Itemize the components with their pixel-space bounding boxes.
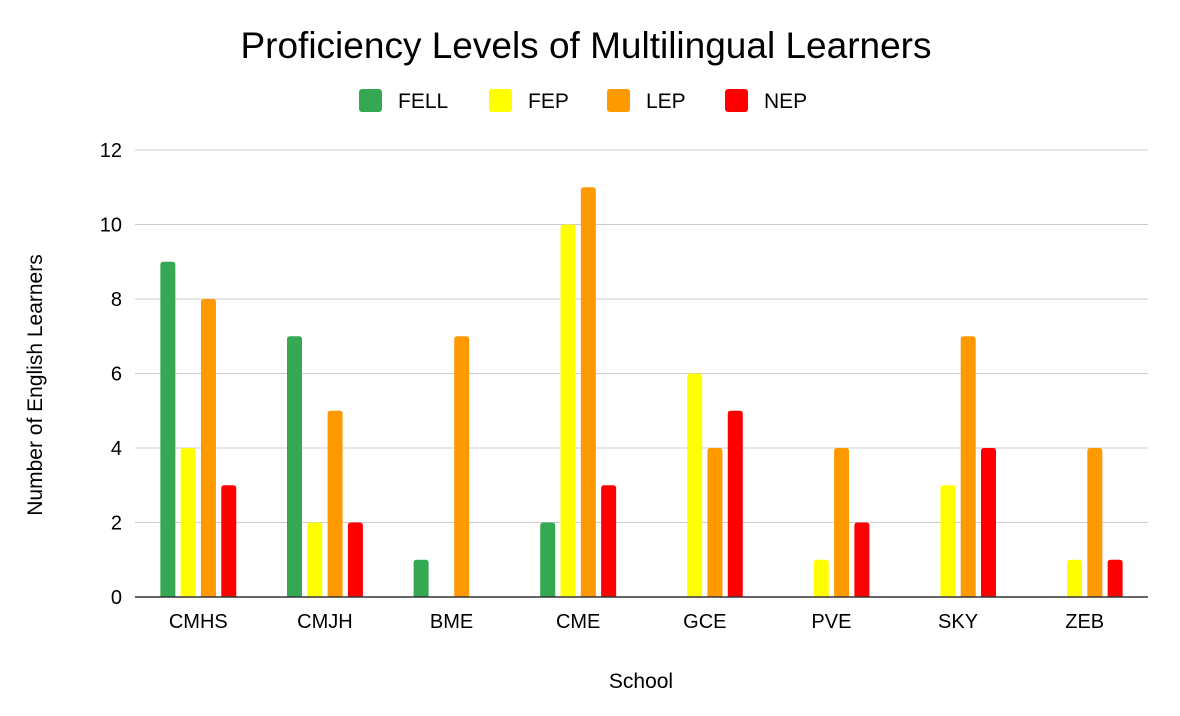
legend-label: FEP bbox=[528, 90, 569, 113]
bar-fep-cme bbox=[560, 224, 576, 597]
legend-item-fell: FELL bbox=[359, 89, 448, 113]
x-tick-label: CME bbox=[556, 611, 600, 633]
x-tick-label: ZEB bbox=[1065, 611, 1104, 633]
y-tick-label: 2 bbox=[111, 513, 122, 535]
bar-nep-pve bbox=[854, 522, 870, 597]
y-axis-ticks: 0 2 4 6 8 10 12 bbox=[100, 140, 122, 609]
bar-fep-gce bbox=[687, 373, 703, 597]
bar-nep-cmhs bbox=[221, 485, 237, 597]
x-tick-label: CMHS bbox=[169, 611, 228, 633]
legend-swatch bbox=[489, 89, 512, 112]
legend-label: FELL bbox=[398, 90, 448, 113]
y-tick-label: 12 bbox=[100, 140, 122, 162]
gridlines bbox=[135, 149, 1148, 523]
bar-nep-cme bbox=[601, 485, 617, 597]
y-tick-label: 0 bbox=[111, 587, 122, 609]
x-axis-ticks: CMHS CMJH BME CME GCE PVE SKY ZEB bbox=[169, 611, 1104, 633]
bar-nep-zeb bbox=[1107, 559, 1123, 597]
bar-lep-bme bbox=[454, 336, 470, 597]
bar-fell-cmhs bbox=[160, 261, 176, 597]
y-tick-label: 10 bbox=[100, 215, 122, 237]
legend-swatch bbox=[359, 89, 382, 112]
bar-fell-bme bbox=[413, 559, 429, 597]
y-tick-label: 4 bbox=[111, 438, 122, 460]
legend-label: LEP bbox=[646, 90, 686, 113]
x-tick-label: CMJH bbox=[297, 611, 353, 633]
bar-lep-gce bbox=[707, 448, 723, 597]
bar-fep-cmhs bbox=[180, 448, 196, 597]
bars bbox=[160, 187, 1123, 597]
legend-label: NEP bbox=[764, 90, 807, 113]
x-tick-label: GCE bbox=[683, 611, 726, 633]
chart-title: Proficiency Levels of Multilingual Learn… bbox=[240, 25, 931, 66]
bar-fep-sky bbox=[940, 485, 956, 597]
bar-fell-cme bbox=[540, 522, 556, 597]
y-axis-title: Number of English Learners bbox=[24, 254, 47, 515]
y-tick-label: 6 bbox=[111, 364, 122, 386]
bar-lep-zeb bbox=[1087, 448, 1103, 597]
y-tick-label: 8 bbox=[111, 289, 122, 311]
legend-swatch bbox=[607, 89, 630, 112]
x-tick-label: SKY bbox=[938, 611, 978, 633]
legend-item-fep: FEP bbox=[489, 89, 569, 113]
x-axis-title: School bbox=[609, 670, 673, 693]
bar-lep-sky bbox=[960, 336, 976, 597]
bar-nep-cmjh bbox=[347, 522, 363, 597]
bar-fep-zeb bbox=[1067, 559, 1083, 597]
legend-swatch bbox=[725, 89, 748, 112]
bar-lep-pve bbox=[834, 448, 850, 597]
bar-lep-cme bbox=[580, 187, 596, 597]
legend-item-nep: NEP bbox=[725, 89, 807, 113]
bar-lep-cmhs bbox=[200, 299, 216, 597]
bar-fell-cmjh bbox=[286, 336, 302, 597]
bar-nep-sky bbox=[981, 448, 997, 597]
bar-lep-cmjh bbox=[327, 410, 343, 597]
x-tick-label: PVE bbox=[811, 611, 851, 633]
bar-nep-gce bbox=[727, 410, 743, 597]
legend: FELL FEP LEP NEP bbox=[359, 89, 807, 113]
legend-item-lep: LEP bbox=[607, 89, 686, 113]
bar-fep-cmjh bbox=[307, 522, 323, 597]
x-tick-label: BME bbox=[430, 611, 473, 633]
bar-fep-pve bbox=[813, 559, 829, 597]
